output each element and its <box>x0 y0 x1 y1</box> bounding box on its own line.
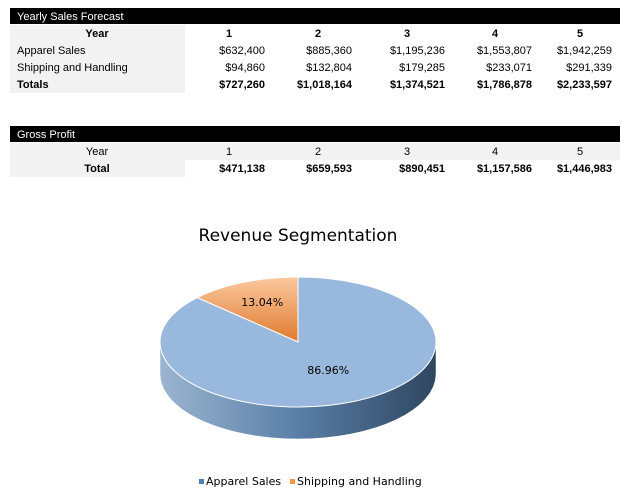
cell: $1,374,521 <box>390 79 445 91</box>
cell: $1,446,983 <box>557 163 612 175</box>
table-title: Yearly Sales Forecast <box>17 11 124 23</box>
row-label: Totals <box>17 79 49 91</box>
row-label: Apparel Sales <box>17 45 86 57</box>
legend-swatch <box>290 479 295 484</box>
table-title-bar <box>10 126 620 142</box>
cell: $1,018,164 <box>297 79 353 91</box>
header-cell: 4 <box>492 28 499 40</box>
cell: $233,071 <box>486 62 532 74</box>
header-cell: 2 <box>315 146 321 158</box>
cell: $659,593 <box>306 163 352 175</box>
cell: $1,553,807 <box>477 45 532 57</box>
header-cell: 4 <box>492 146 498 158</box>
table-title: Gross Profit <box>17 129 75 141</box>
data-label: 86.96% <box>307 364 349 377</box>
pie-slice <box>159 276 437 408</box>
cell: $471,138 <box>219 163 265 175</box>
cell: $885,360 <box>306 45 352 57</box>
legend-label: Apparel Sales <box>206 475 281 488</box>
cell: $291,339 <box>566 62 612 74</box>
row-label-bg <box>10 76 185 93</box>
row-label: Shipping and Handling <box>17 62 128 74</box>
cell: $1,195,236 <box>390 45 445 57</box>
header-cell: Year <box>86 146 109 158</box>
header-cell: 1 <box>226 28 232 40</box>
cell: $179,285 <box>399 62 445 74</box>
row-label-bg <box>10 160 185 177</box>
chart-title: Revenue Segmentation <box>199 226 398 246</box>
cell: $1,157,586 <box>477 163 532 175</box>
cell: $132,804 <box>306 62 352 74</box>
legend-label: Shipping and Handling <box>297 475 422 488</box>
row-label-bg <box>10 59 185 76</box>
header-bg <box>10 25 185 42</box>
header-cell: 2 <box>315 28 321 40</box>
table-title-bar <box>10 8 620 24</box>
row-label: Total <box>84 163 109 175</box>
header-bg <box>10 143 620 160</box>
header-cell: Year <box>85 28 109 40</box>
pie-slice <box>195 276 299 343</box>
cell: $727,260 <box>219 79 265 91</box>
header-cell: 5 <box>577 28 583 40</box>
cell: $632,400 <box>219 45 265 57</box>
legend-swatch <box>199 479 204 484</box>
header-cell: 5 <box>577 146 583 158</box>
cell: $2,233,597 <box>557 79 612 91</box>
header-cell: 1 <box>226 146 232 158</box>
cell: $1,942,259 <box>557 45 612 57</box>
header-cell: 3 <box>404 146 410 158</box>
cell: $94,860 <box>225 62 265 74</box>
header-cell: 3 <box>404 28 410 40</box>
cell: $890,451 <box>399 163 445 175</box>
cell: $1,786,878 <box>477 79 532 91</box>
row-label-bg <box>10 42 185 59</box>
data-label: 13.04% <box>241 296 283 309</box>
